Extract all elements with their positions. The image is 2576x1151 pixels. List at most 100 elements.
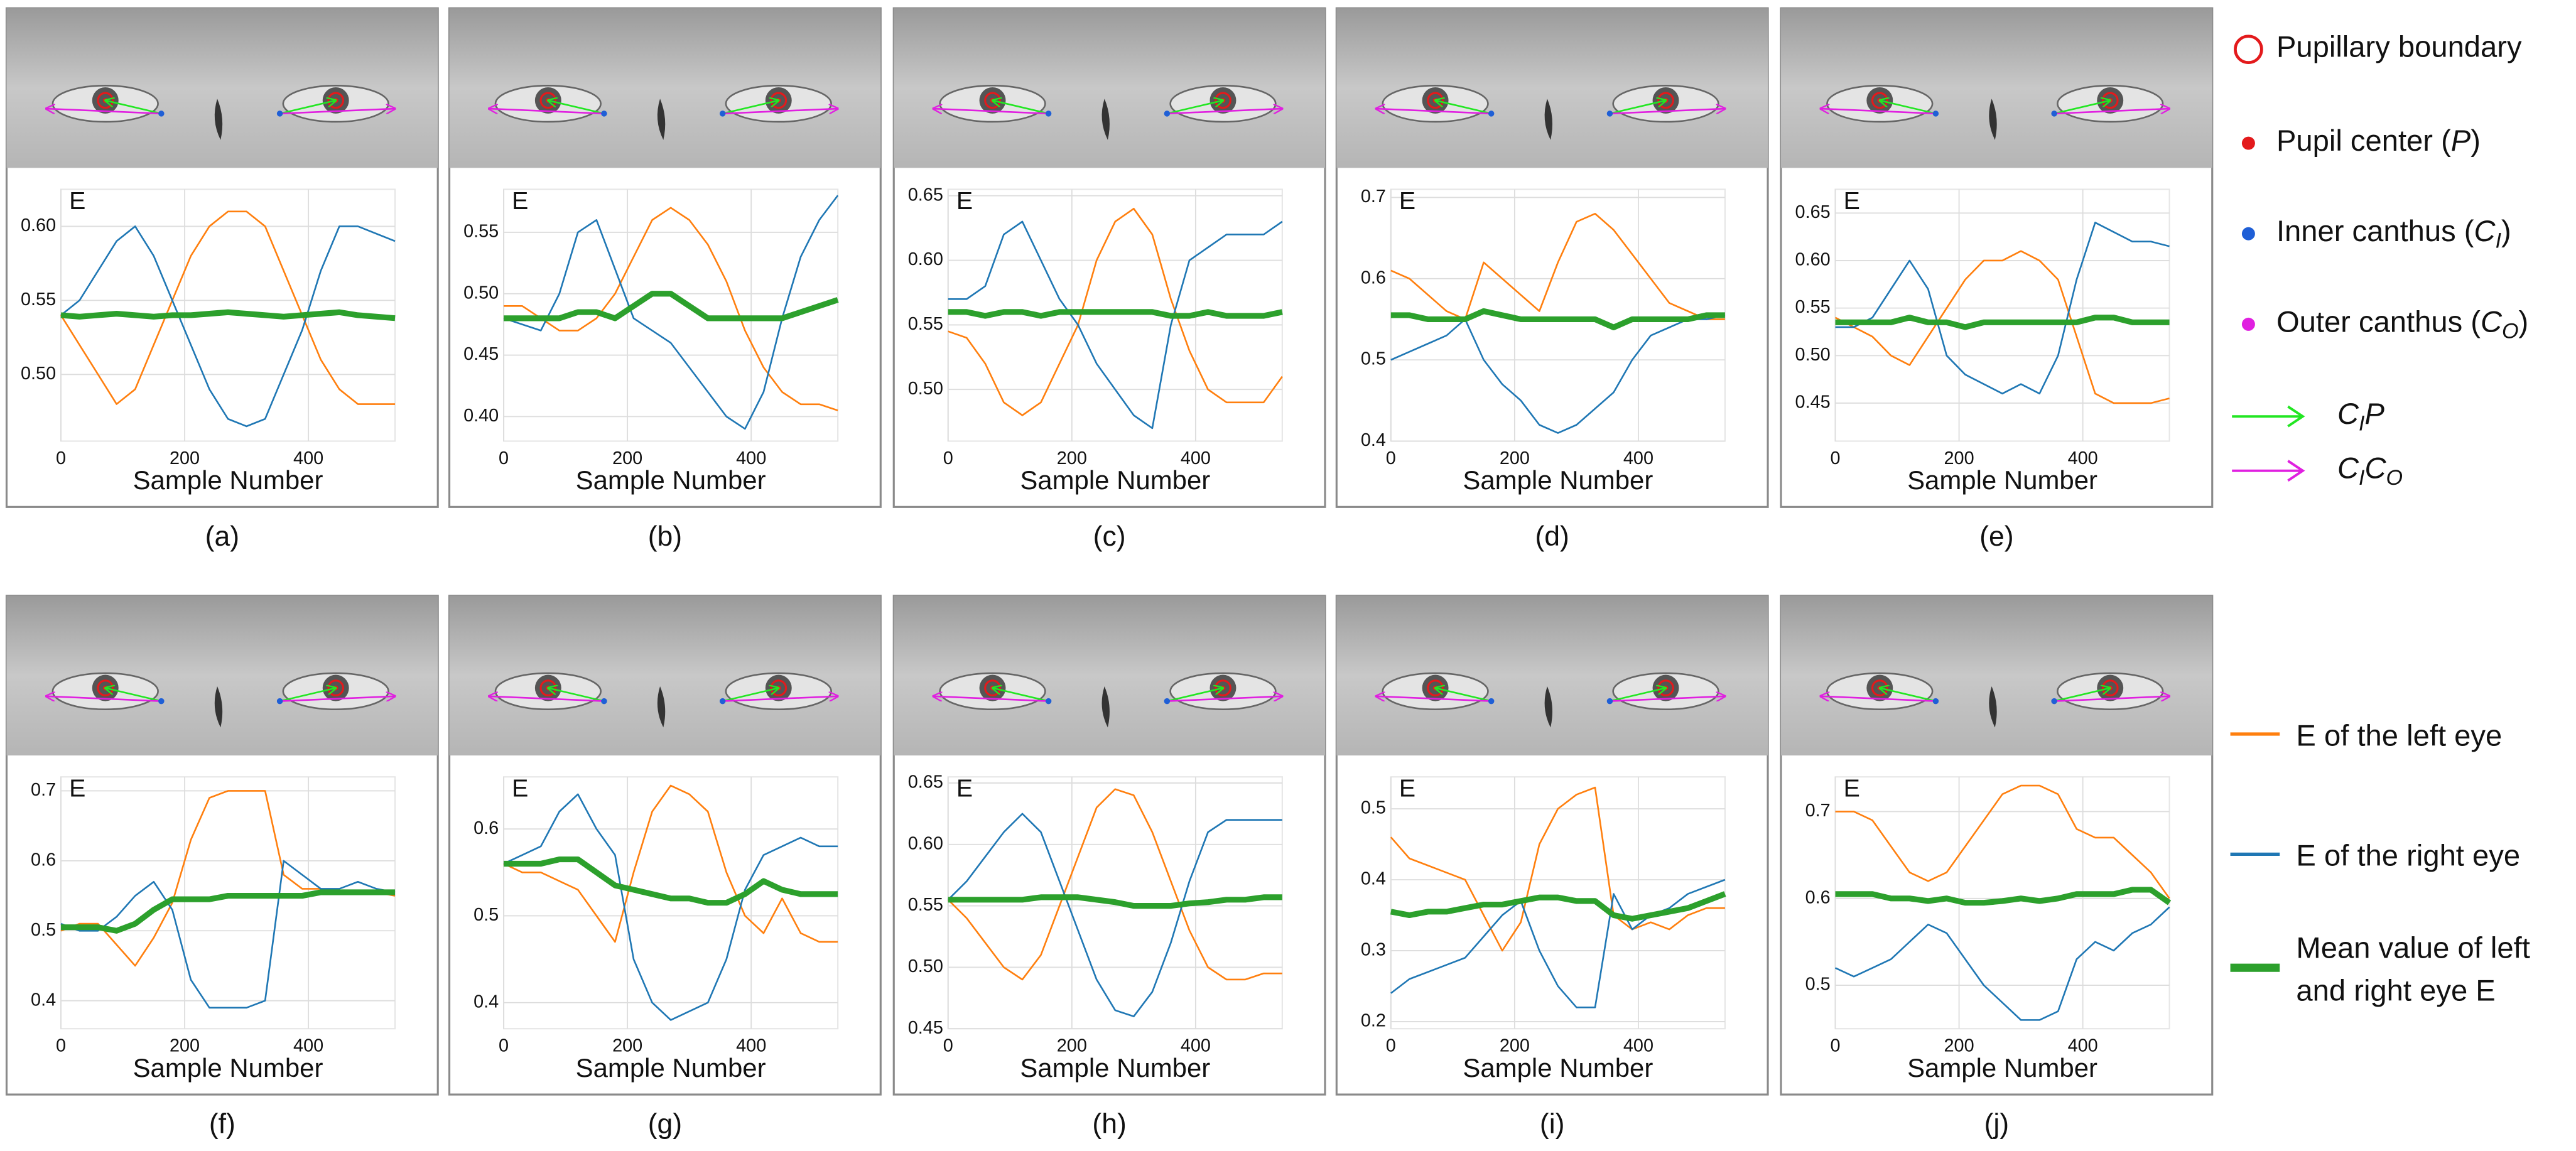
series-line [504,856,838,906]
series-line [60,210,396,405]
photo [1336,595,1768,756]
legend-label: E of the left eye [2296,719,2503,752]
nose-shadow [657,686,666,728]
x-tick-label: 400 [1181,1036,1211,1056]
y-tick-label: 0.4 [31,990,56,1010]
legend-text: P [2451,124,2471,158]
series-line [504,291,839,322]
cip-arrow [993,688,1049,702]
nose-shadow [657,99,666,140]
x-axis-label: Sample Number [1463,1053,1653,1083]
y-axis-label: E [956,187,973,215]
legend-text: ) [2519,305,2529,338]
cico-arrow [1821,109,1936,115]
legend-arrowhead [2287,460,2305,482]
series-line [60,860,396,1009]
x-tick-label: 0 [499,448,509,468]
cico-arrow [722,109,838,115]
panel-label: (a) [205,521,239,552]
y-tick-label: 0.45 [1795,392,1831,413]
y-tick-label: 0.6 [1361,267,1386,288]
y-tick-label: 0.55 [908,314,943,334]
y-tick-label: 0.60 [1795,250,1831,270]
cip-arrow [548,688,605,702]
cico-arrow [1376,109,1491,115]
panel-label: (f) [209,1109,235,1140]
x-tick-label: 0 [56,448,66,468]
series-line [60,225,396,428]
inner-canthus [1488,698,1495,705]
cip-arrow [2054,688,2110,702]
legend-label: Pupillary boundary [2276,30,2522,63]
y-tick-label: 0.5 [1361,798,1386,818]
plot-area [503,188,839,442]
legend-arrowhead [2287,405,2305,428]
inner-canthus [719,698,726,705]
cico-arrow [722,696,838,702]
y-tick-label: 0.55 [1795,297,1831,317]
y-tick-label: 0.6 [474,818,499,838]
inner-canthus [276,698,283,705]
panel-label: (j) [1984,1109,2010,1140]
y-tick-label: 0.4 [1361,430,1386,450]
photo [6,8,438,168]
x-tick-label: 200 [1057,1036,1087,1056]
y-tick-label: 0.45 [463,344,499,364]
series-line [503,784,838,943]
x-tick-label: 200 [170,448,200,468]
cico-arrow [2054,696,2169,702]
photo [1781,595,2212,756]
series-line [60,889,396,934]
legend-text: C [2364,451,2386,485]
panel-label: (g) [648,1109,682,1140]
inner-canthus [1164,698,1171,705]
x-tick-label: 400 [1623,1036,1653,1056]
y-axis-label: E [1844,187,1860,215]
cip-arrow [1167,100,1223,115]
cico-arrow [933,109,1049,115]
panel-label: (c) [1093,521,1126,552]
x-tick-label: 200 [1944,448,1974,468]
y-tick-label: 0.4 [1361,869,1386,889]
nose-shadow [1544,686,1553,728]
x-tick-label: 0 [943,1036,953,1056]
legend-text: Pupil center ( [2276,124,2451,158]
cip-arrow [106,688,162,702]
x-tick-label: 0 [943,448,953,468]
cico-arrow [489,109,604,115]
photo [894,595,1325,756]
x-tick-label: 400 [1181,448,1211,468]
legend-text: O [2386,466,2403,490]
nose-shadow [1101,686,1110,728]
cip-arrow [722,100,779,115]
legend-text: ) [2501,215,2511,248]
legend-label: Mean value of left and right eye E [2296,931,2530,1008]
legend-label: Pupil center (P) [2276,124,2481,158]
y-axis-label: E [1399,187,1415,215]
series-line [1834,250,2170,404]
series-line [60,309,396,322]
legend-marker [2241,136,2255,150]
inner-canthus [1932,698,1939,705]
series-line [947,813,1282,1017]
panel-label: (i) [1540,1109,1565,1140]
y-tick-label: 0.55 [21,289,56,310]
legend-entry: E of the right eye [2296,840,2520,872]
y-tick-label: 0.50 [908,379,943,399]
x-axis-label: Sample Number [133,465,323,495]
x-tick-label: 0 [1386,1036,1396,1056]
cip-arrow [722,688,779,702]
cico-arrow [46,109,161,115]
series-line [503,793,838,1021]
photo [894,8,1325,168]
x-tick-label: 400 [293,448,323,468]
cico-arrow [489,696,604,702]
series-line [504,207,838,411]
y-tick-label: 0.7 [31,780,56,800]
series-line [1835,784,2170,899]
series-line [1835,887,2172,906]
x-tick-label: 200 [1500,448,1530,468]
cico-arrow [1821,696,1936,702]
photo [1781,8,2212,168]
y-axis-label: E [1399,775,1415,802]
